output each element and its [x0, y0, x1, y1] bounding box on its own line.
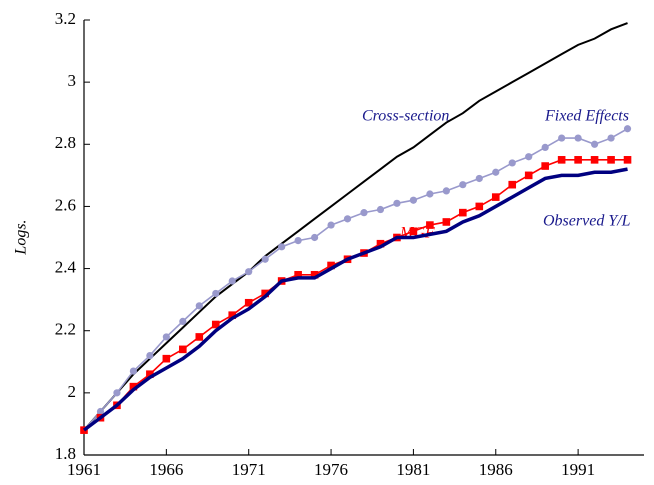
series-label: Cross-section	[362, 108, 449, 125]
marker	[475, 202, 484, 211]
marker	[524, 171, 533, 180]
marker	[146, 370, 154, 379]
marker	[590, 140, 599, 148]
marker	[426, 221, 434, 229]
marker	[211, 320, 220, 329]
marker	[310, 270, 319, 279]
marker	[574, 134, 582, 142]
marker	[590, 156, 599, 164]
marker	[475, 174, 483, 183]
series-line	[83, 128, 628, 431]
marker	[376, 205, 385, 214]
series-line	[83, 22, 628, 431]
marker	[442, 187, 450, 195]
y-tick-label: 2	[68, 382, 77, 401]
marker	[409, 227, 418, 236]
marker	[294, 237, 302, 245]
marker	[376, 239, 385, 248]
marker	[179, 317, 187, 325]
x-tick-label: 1986	[479, 460, 513, 479]
series-label: Fixed Effects	[544, 108, 629, 125]
marker	[129, 367, 138, 375]
y-tick-label: 2.2	[55, 320, 76, 339]
marker	[607, 134, 615, 142]
y-tick-label: 2.4	[55, 257, 77, 276]
series-line	[82, 167, 628, 432]
marker	[442, 218, 451, 226]
marker	[343, 215, 352, 223]
x-tick-label: 1961	[67, 460, 101, 479]
x-tick-label: 1966	[149, 460, 183, 479]
x-tick-label: 1976	[314, 460, 348, 479]
x-tick-label: 1991	[561, 460, 595, 479]
marker	[228, 277, 236, 285]
marker	[129, 382, 138, 391]
marker	[492, 168, 500, 176]
y-axis-label: Logs.	[13, 219, 30, 255]
marker	[228, 311, 237, 319]
marker	[541, 162, 549, 170]
marker	[294, 270, 302, 279]
marker	[508, 180, 517, 189]
marker	[245, 268, 253, 276]
marker	[360, 209, 368, 217]
marker	[525, 153, 533, 161]
y-tick-label: 1.8	[55, 444, 76, 463]
marker	[96, 407, 105, 416]
marker	[607, 156, 615, 164]
marker	[393, 199, 401, 207]
marker	[541, 143, 549, 151]
marker	[574, 156, 582, 164]
marker	[195, 333, 204, 341]
marker	[244, 298, 253, 307]
marker	[459, 181, 467, 189]
marker	[261, 289, 269, 298]
marker	[310, 233, 319, 242]
x-tick-label: 1981	[396, 460, 430, 479]
marker	[491, 193, 500, 201]
marker	[327, 261, 335, 270]
marker	[261, 255, 269, 263]
marker	[162, 354, 171, 363]
marker	[212, 289, 220, 298]
y-tick-label: 2.6	[55, 195, 76, 214]
series-label: Observed Y/L	[543, 213, 631, 230]
marker	[278, 243, 286, 251]
marker	[558, 134, 566, 142]
marker	[179, 345, 187, 354]
x-tick-label: 1971	[232, 460, 266, 479]
marker	[327, 221, 335, 229]
marker	[508, 159, 516, 167]
marker	[162, 333, 170, 341]
marker	[623, 125, 632, 133]
y-tick-label: 3	[68, 71, 77, 90]
marker	[557, 156, 566, 164]
marker	[459, 208, 467, 217]
marker	[623, 156, 632, 164]
marker	[409, 196, 418, 204]
series-line	[83, 159, 628, 431]
y-tick-label: 2.8	[55, 133, 76, 152]
marker	[146, 351, 154, 360]
marker	[426, 190, 434, 198]
y-tick-label: 3.2	[55, 9, 76, 28]
marker	[113, 389, 121, 397]
marker	[195, 302, 203, 310]
marker	[80, 426, 88, 434]
